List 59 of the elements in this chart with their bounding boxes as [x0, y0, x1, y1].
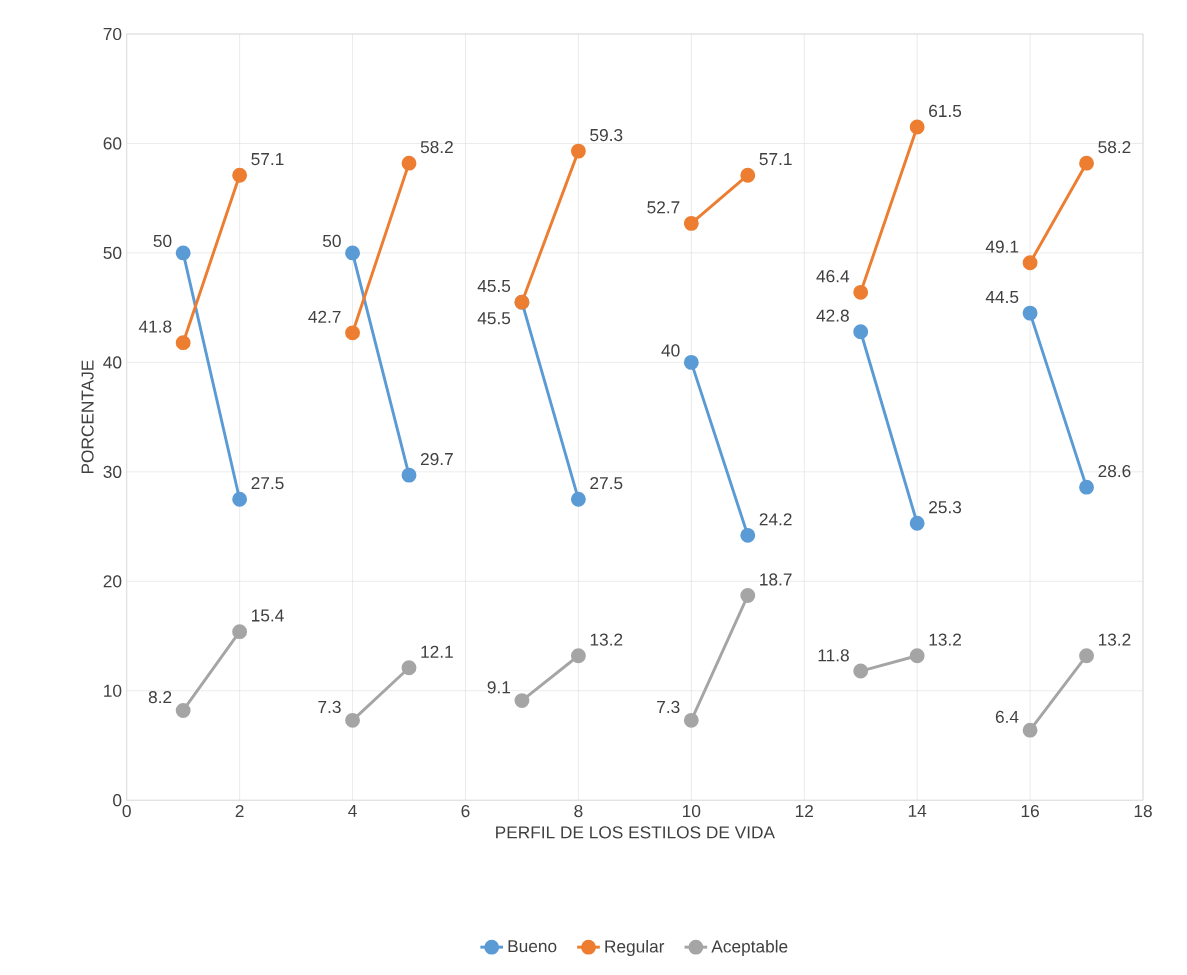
x-tick-label: 4 [348, 804, 357, 817]
data-label: 15.4 [252, 609, 284, 622]
data-label: 6.4 [995, 710, 1019, 723]
x-axis-title: PERFIL DE LOS ESTILOS DE VIDA [496, 826, 775, 839]
data-label: 58.2 [420, 140, 453, 154]
x-tick-label: 14 [908, 804, 927, 817]
x-tick-label: 6 [461, 804, 470, 818]
data-label: 28.6 [1098, 464, 1131, 478]
x-tick-label: 8 [574, 804, 583, 818]
data-label: 52.7 [647, 201, 680, 214]
data-label: 8.2 [148, 691, 172, 704]
x-tick-label: 12 [795, 804, 813, 818]
x-tick-label: 18 [1134, 804, 1152, 818]
y-tick-label: 50 [103, 246, 122, 260]
data-label: 13.2 [929, 633, 961, 646]
data-label: 9.1 [487, 681, 511, 694]
data-label: 41.8 [138, 320, 172, 333]
x-tick-label: 0 [122, 804, 131, 818]
data-label: 50 [153, 234, 172, 248]
data-label: 11.8 [818, 649, 849, 662]
data-label: 45.5 [477, 280, 511, 293]
data-label: 7.3 [318, 700, 341, 714]
data-label: 46.4 [816, 270, 850, 283]
y-tick-label: 30 [103, 465, 122, 478]
y-axis-title: PORCENTAJE [81, 360, 94, 474]
data-label: 29.7 [420, 452, 453, 466]
data-label: 59.3 [590, 128, 623, 142]
data-label: 27.5 [590, 477, 623, 490]
x-tick-label: 2 [235, 804, 244, 818]
data-label: 13.2 [590, 633, 623, 646]
data-label: 42.8 [816, 309, 849, 322]
x-tick-label: 16 [1021, 804, 1039, 818]
y-tick-label: 40 [103, 356, 122, 369]
y-tick-label: 0 [113, 794, 122, 807]
legend-label: Regular [605, 939, 665, 957]
y-tick-label: 10 [104, 684, 122, 697]
data-label: 61.5 [929, 104, 962, 118]
data-label: 58.2 [1098, 140, 1131, 154]
data-label: 57.1 [251, 153, 284, 166]
legend-label: Aceptable [711, 939, 788, 957]
y-tick-label: 60 [103, 137, 122, 150]
data-label: 25.3 [929, 501, 962, 514]
data-label: 42.7 [308, 310, 341, 323]
data-label: 50 [322, 234, 341, 248]
data-label: 24.2 [759, 513, 792, 526]
x-tick-label: 10 [683, 804, 701, 818]
data-label: 18.7 [760, 573, 792, 586]
data-label: 12.1 [421, 645, 453, 658]
data-label: 44.5 [985, 291, 1019, 304]
legend-label: Bueno [508, 940, 557, 953]
y-tick-label: 70 [103, 27, 122, 41]
data-label: 57.1 [759, 153, 792, 166]
data-label: 13.2 [1098, 633, 1131, 646]
data-label: 49.1 [985, 240, 1019, 253]
data-label: 27.5 [251, 477, 284, 490]
data-label: 45.5 [477, 312, 511, 325]
data-label: 7.3 [657, 700, 680, 714]
data-label: 40 [661, 344, 680, 357]
y-tick-label: 20 [103, 575, 122, 588]
